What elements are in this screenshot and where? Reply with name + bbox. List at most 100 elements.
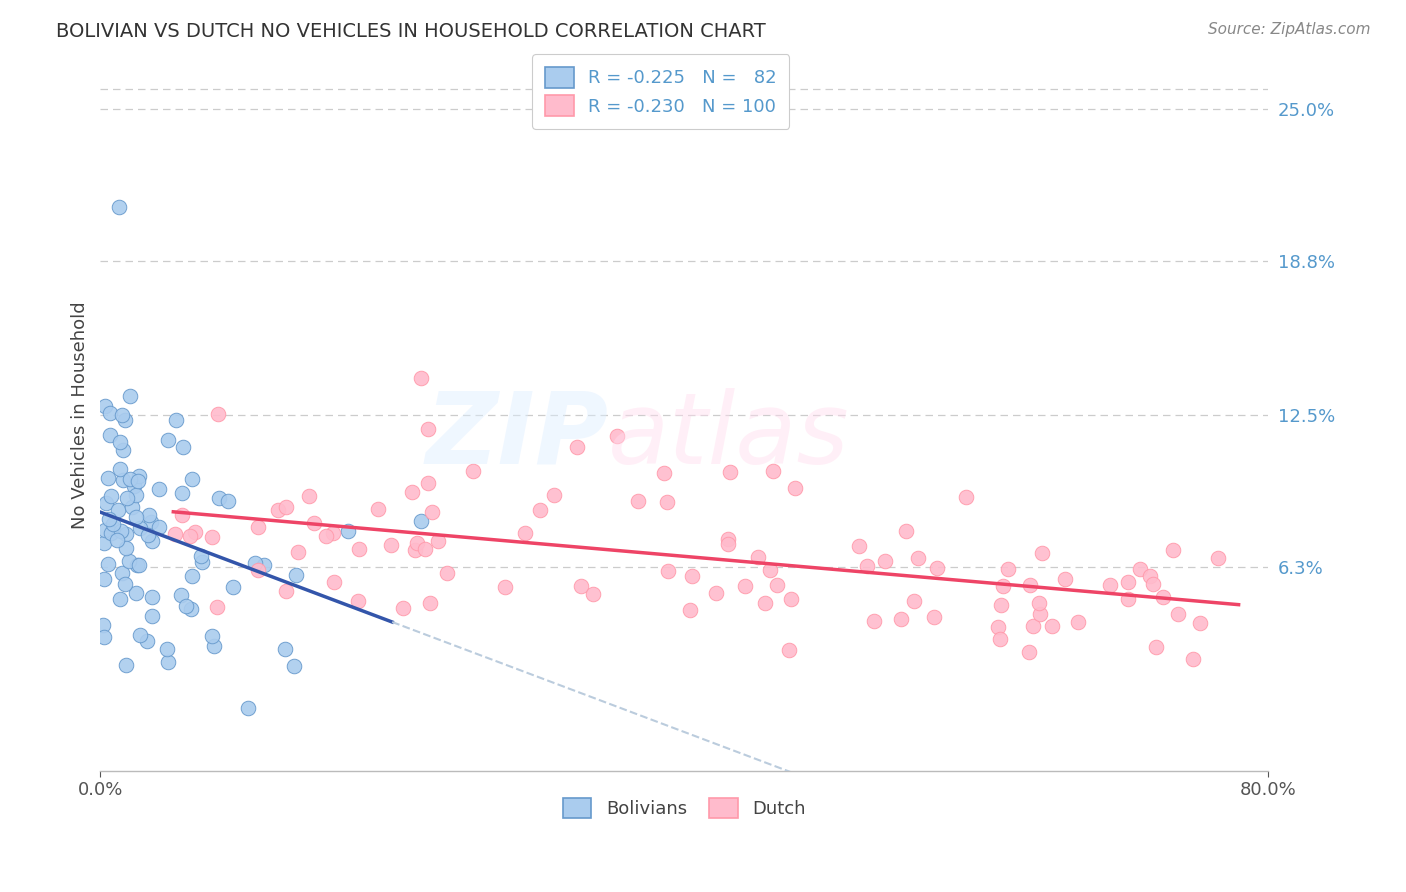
Point [1181,652,1204,666]
Point [1139,568,1161,582]
Point [115,526,138,541]
Point [108,200,131,214]
Point [96,496,118,510]
Text: BOLIVIAN VS DUTCH NO VEHICLES IN HOUSEHOLD CORRELATION CHART: BOLIVIAN VS DUTCH NO VEHICLES IN HOUSEHO… [56,22,766,41]
Point [416,476,439,491]
Point [298,489,321,503]
Point [1129,562,1152,576]
Point [217,494,239,508]
Point [1167,607,1189,621]
Point [93,399,115,413]
Point [903,594,925,608]
Point [924,609,946,624]
Point [112,473,135,487]
Point [627,494,650,508]
Point [785,481,807,495]
Point [127,558,149,572]
Point [392,600,415,615]
Point [141,608,163,623]
Point [148,483,170,497]
Point [107,502,129,516]
Point [565,440,588,454]
Point [98,512,121,526]
Point [141,533,163,548]
Point [208,491,231,505]
Point [718,465,741,479]
Point [101,521,124,535]
Point [347,542,370,557]
Point [1028,607,1050,622]
Point [925,561,948,575]
Point [284,567,307,582]
Point [657,564,679,578]
Point [411,371,433,385]
Point [1152,591,1174,605]
Point [1031,546,1053,560]
Point [112,443,135,458]
Point [108,592,131,607]
Point [716,533,738,547]
Point [754,596,776,610]
Point [247,564,270,578]
Point [101,516,124,531]
Point [201,629,224,643]
Point [128,521,150,535]
Point [463,464,485,478]
Point [181,569,204,583]
Point [955,490,977,504]
Point [762,464,785,478]
Point [180,472,202,486]
Point [419,596,441,610]
Point [990,632,1012,646]
Point [283,659,305,673]
Point [141,590,163,604]
Point [367,502,389,516]
Point [1054,573,1077,587]
Point [569,579,592,593]
Point [98,406,121,420]
Point [406,535,429,549]
Point [494,580,516,594]
Point [1098,578,1121,592]
Point [427,534,450,549]
Point [873,554,896,568]
Point [128,558,150,573]
Point [401,484,423,499]
Point [315,529,337,543]
Point [323,574,346,589]
Point [157,655,180,669]
Point [179,529,201,543]
Point [302,516,325,531]
Point [97,471,120,485]
Point [156,641,179,656]
Point [253,558,276,573]
Point [105,533,128,548]
Point [97,557,120,571]
Point [863,615,886,629]
Point [125,488,148,502]
Point [98,428,121,442]
Point [1067,615,1090,629]
Point [201,530,224,544]
Point [125,510,148,524]
Point [169,587,191,601]
Point [766,578,789,592]
Point [165,413,187,427]
Point [191,556,214,570]
Point [1189,616,1212,631]
Point [274,642,297,657]
Point [122,479,145,493]
Text: Source: ZipAtlas.com: Source: ZipAtlas.com [1208,22,1371,37]
Text: atlas: atlas [609,388,849,485]
Point [114,577,136,591]
Point [108,435,131,450]
Point [855,558,877,573]
Point [267,503,290,517]
Point [778,643,800,657]
Point [205,599,228,614]
Point [1022,619,1045,633]
Point [759,563,782,577]
Point [380,538,402,552]
Point [125,585,148,599]
Point [513,525,536,540]
